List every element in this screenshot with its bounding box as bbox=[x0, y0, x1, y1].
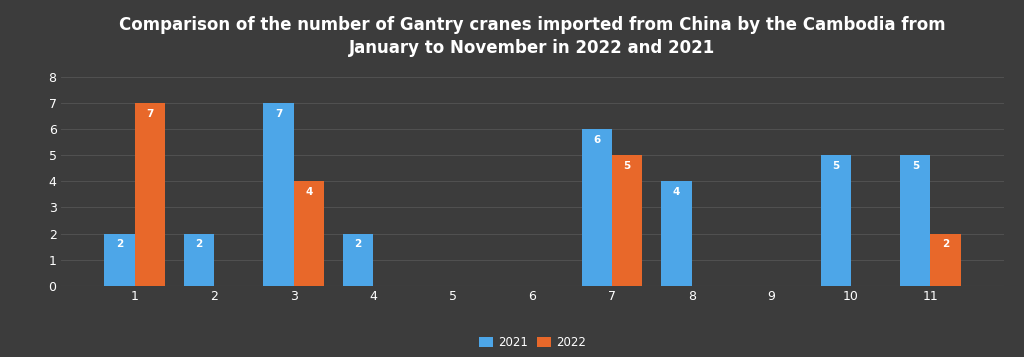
Bar bbox=[931, 233, 961, 286]
Text: 7: 7 bbox=[274, 109, 283, 119]
Text: 5: 5 bbox=[911, 161, 919, 171]
Title: Comparison of the number of Gantry cranes imported from China by the Cambodia fr: Comparison of the number of Gantry crane… bbox=[119, 16, 946, 57]
Bar bbox=[184, 233, 214, 286]
Text: 6: 6 bbox=[593, 135, 601, 145]
Bar bbox=[294, 181, 324, 286]
Legend: 2021, 2022: 2021, 2022 bbox=[474, 331, 591, 354]
Bar bbox=[343, 233, 374, 286]
Text: 4: 4 bbox=[305, 187, 312, 197]
Text: 5: 5 bbox=[833, 161, 840, 171]
Text: 5: 5 bbox=[624, 161, 631, 171]
Text: 4: 4 bbox=[673, 187, 680, 197]
Bar bbox=[582, 129, 612, 286]
Text: 2: 2 bbox=[196, 239, 203, 249]
Bar bbox=[900, 155, 931, 286]
Text: 2: 2 bbox=[942, 239, 949, 249]
Text: 2: 2 bbox=[354, 239, 361, 249]
Text: 2: 2 bbox=[116, 239, 123, 249]
Bar bbox=[612, 155, 642, 286]
Text: 7: 7 bbox=[146, 109, 154, 119]
Bar bbox=[662, 181, 691, 286]
Bar bbox=[820, 155, 851, 286]
Bar bbox=[104, 233, 134, 286]
Bar bbox=[134, 103, 165, 286]
Bar bbox=[263, 103, 294, 286]
